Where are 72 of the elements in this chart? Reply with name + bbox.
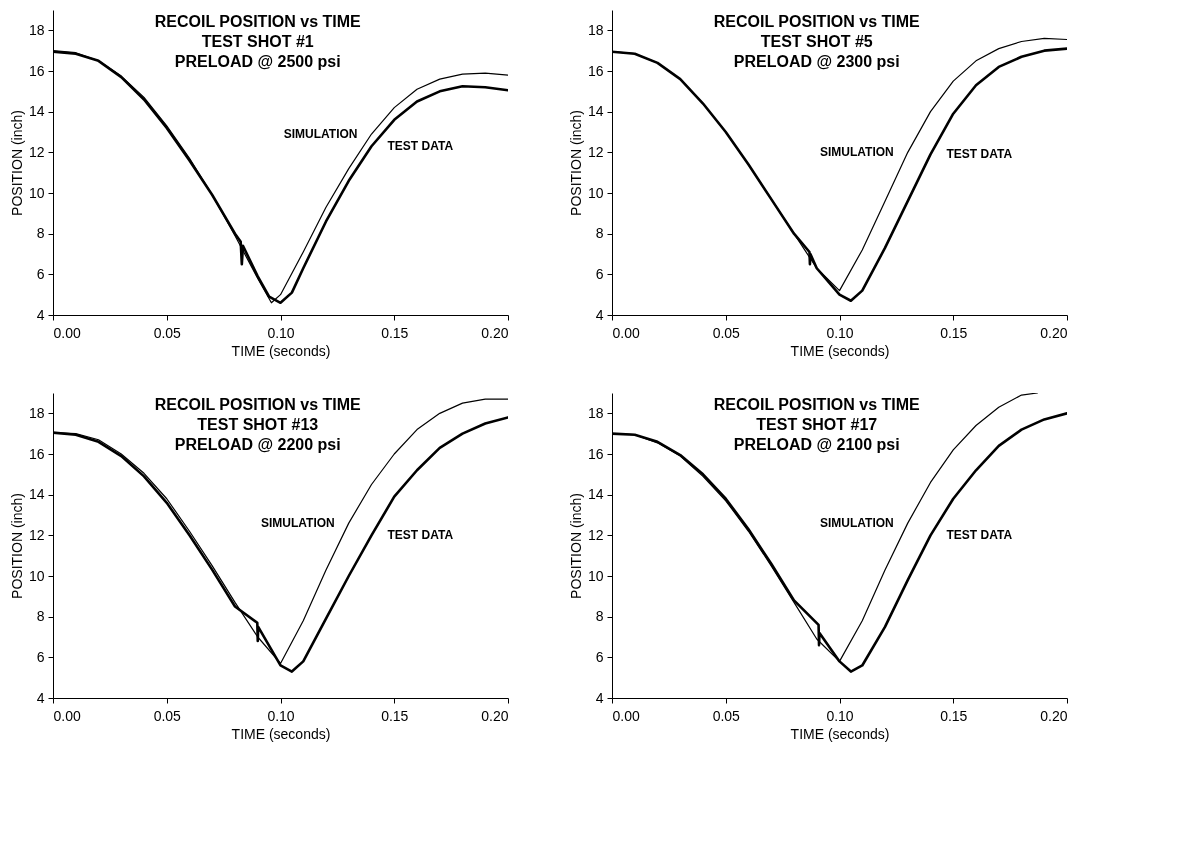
y-axis-title: POSITION (inch): [8, 493, 25, 599]
x-tick-label: 0.15: [381, 324, 409, 341]
x-tick-label: 0.10: [267, 707, 295, 724]
x-axis-title: TIME (seconds): [790, 725, 890, 742]
y-tick-label: 10: [28, 567, 45, 584]
y-tick-label: 14: [587, 103, 604, 120]
series-label: SIMULATION: [260, 516, 335, 531]
text: RECOIL POSITION vs TIME TEST SHOT #13 PRELOAD @ 2200 psi: [154, 396, 362, 453]
x-tick-label: 0.15: [381, 707, 409, 724]
x-axis-title: TIME (seconds): [790, 342, 890, 359]
y-tick-label: 4: [595, 689, 604, 706]
y-tick-label: 4: [595, 306, 604, 323]
x-tick-label: 0.05: [712, 324, 741, 341]
x-tick-label: 0.20: [1040, 707, 1068, 724]
series-label: SIMULATION: [819, 516, 894, 531]
y-axis-title: POSITION (inch): [8, 110, 25, 216]
x-tick-label: 0.15: [940, 324, 968, 341]
text: RECOIL POSITION vs TIME TEST SHOT #5 PRELOAD @ 2300 psi: [713, 13, 921, 70]
y-tick-label: 18: [28, 404, 45, 421]
x-tick-label: 0.20: [481, 707, 509, 724]
x-tick-label: 0.10: [826, 324, 854, 341]
y-tick-label: 8: [595, 225, 604, 242]
y-tick-label: 16: [28, 445, 45, 462]
x-tick-label: 0.05: [153, 324, 182, 341]
y-tick-label: 16: [587, 62, 604, 79]
series-label: SIMULATION: [283, 127, 358, 142]
x-tick-label: 0.05: [153, 707, 182, 724]
y-tick-label: 10: [587, 567, 604, 584]
y-tick-label: 6: [595, 265, 604, 282]
y-tick-label: 12: [28, 143, 45, 160]
x-tick-label: 0.00: [53, 324, 81, 341]
y-tick-label: 14: [28, 103, 45, 120]
y-tick-label: 14: [587, 486, 604, 503]
y-axis-title: POSITION (inch): [567, 493, 584, 599]
y-tick-label: 10: [28, 184, 45, 201]
x-tick-label: 0.15: [940, 707, 968, 724]
y-tick-label: 16: [28, 62, 45, 79]
y-tick-label: 6: [595, 648, 604, 665]
x-tick-label: 0.00: [612, 324, 640, 341]
y-tick-label: 12: [28, 526, 45, 543]
y-tick-label: 6: [36, 265, 45, 282]
y-tick-label: 18: [587, 21, 604, 38]
x-tick-label: 0.10: [267, 324, 295, 341]
y-tick-label: 12: [587, 526, 604, 543]
y-tick-label: 8: [595, 608, 604, 625]
x-tick-label: 0.00: [612, 707, 640, 724]
y-tick-label: 4: [36, 306, 45, 323]
y-tick-label: 14: [28, 486, 45, 503]
series-label: SIMULATION: [819, 145, 894, 160]
y-tick-label: 12: [587, 143, 604, 160]
x-tick-label: 0.20: [1040, 324, 1068, 341]
x-axis-title: TIME (seconds): [231, 342, 331, 359]
y-tick-label: 16: [587, 445, 604, 462]
y-tick-label: 8: [36, 225, 45, 242]
y-tick-label: 8: [36, 608, 45, 625]
y-tick-label: 10: [587, 184, 604, 201]
y-axis-title: POSITION (inch): [567, 110, 584, 216]
text: RECOIL POSITION vs TIME TEST SHOT #1 PRELOAD @ 2500 psi: [154, 13, 362, 70]
y-tick-label: 6: [36, 648, 45, 665]
series-label: TEST DATA: [387, 528, 454, 543]
series-label: TEST DATA: [946, 147, 1013, 162]
y-tick-label: 4: [36, 689, 45, 706]
x-tick-label: 0.10: [826, 707, 854, 724]
x-tick-label: 0.20: [481, 324, 509, 341]
y-tick-label: 18: [587, 404, 604, 421]
y-tick-label: 18: [28, 21, 45, 38]
series-label: TEST DATA: [387, 139, 454, 154]
x-axis-title: TIME (seconds): [231, 725, 331, 742]
x-tick-label: 0.05: [712, 707, 741, 724]
x-tick-label: 0.00: [53, 707, 81, 724]
series-label: TEST DATA: [946, 528, 1013, 543]
text: RECOIL POSITION vs TIME TEST SHOT #17 PRELOAD @ 2100 psi: [713, 396, 921, 453]
